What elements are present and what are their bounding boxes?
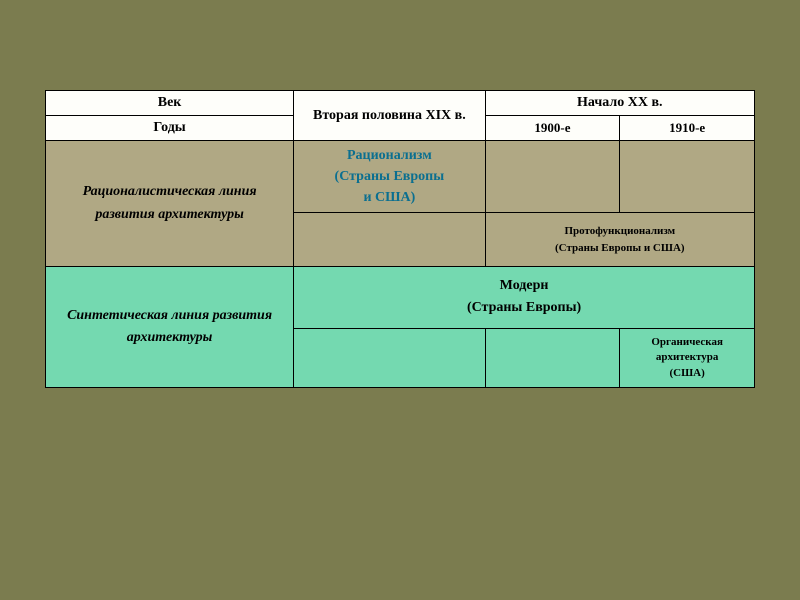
cell-blank	[485, 141, 620, 213]
header-years: Годы	[46, 116, 294, 141]
cell-protofunctionalism: Протофункционализм(Страны Европы и США)	[485, 213, 754, 267]
header-1910: 1910-е	[620, 116, 755, 141]
header-1900: 1900-е	[485, 116, 620, 141]
cell-blank	[485, 328, 620, 387]
header-century: Век	[46, 91, 294, 116]
cell-blank	[294, 328, 485, 387]
cell-organic: Органическаяархитектура(США)	[620, 328, 755, 387]
cell-modern: Модерн(Страны Европы)	[294, 267, 755, 329]
row-synthetic-label: Синтетическая линия развития архитектуры	[46, 267, 294, 388]
architecture-table: Век Вторая половина XIX в. Начало XX в. …	[45, 90, 755, 388]
table-row: Рационалистическая линия развития архите…	[46, 141, 755, 213]
header-col2: Вторая половина XIX в.	[294, 91, 485, 141]
header-col3: Начало XX в.	[485, 91, 754, 116]
cell-blank	[620, 141, 755, 213]
slide-container: Век Вторая половина XIX в. Начало XX в. …	[0, 0, 800, 388]
table-row: Синтетическая линия развития архитектуры…	[46, 267, 755, 329]
row-rationalistic-label: Рационалистическая линия развития архите…	[46, 141, 294, 267]
cell-blank	[294, 213, 485, 267]
cell-rationalism: Рационализм(Страны Европыи США)	[294, 141, 485, 213]
table-row: Век Вторая половина XIX в. Начало XX в.	[46, 91, 755, 116]
